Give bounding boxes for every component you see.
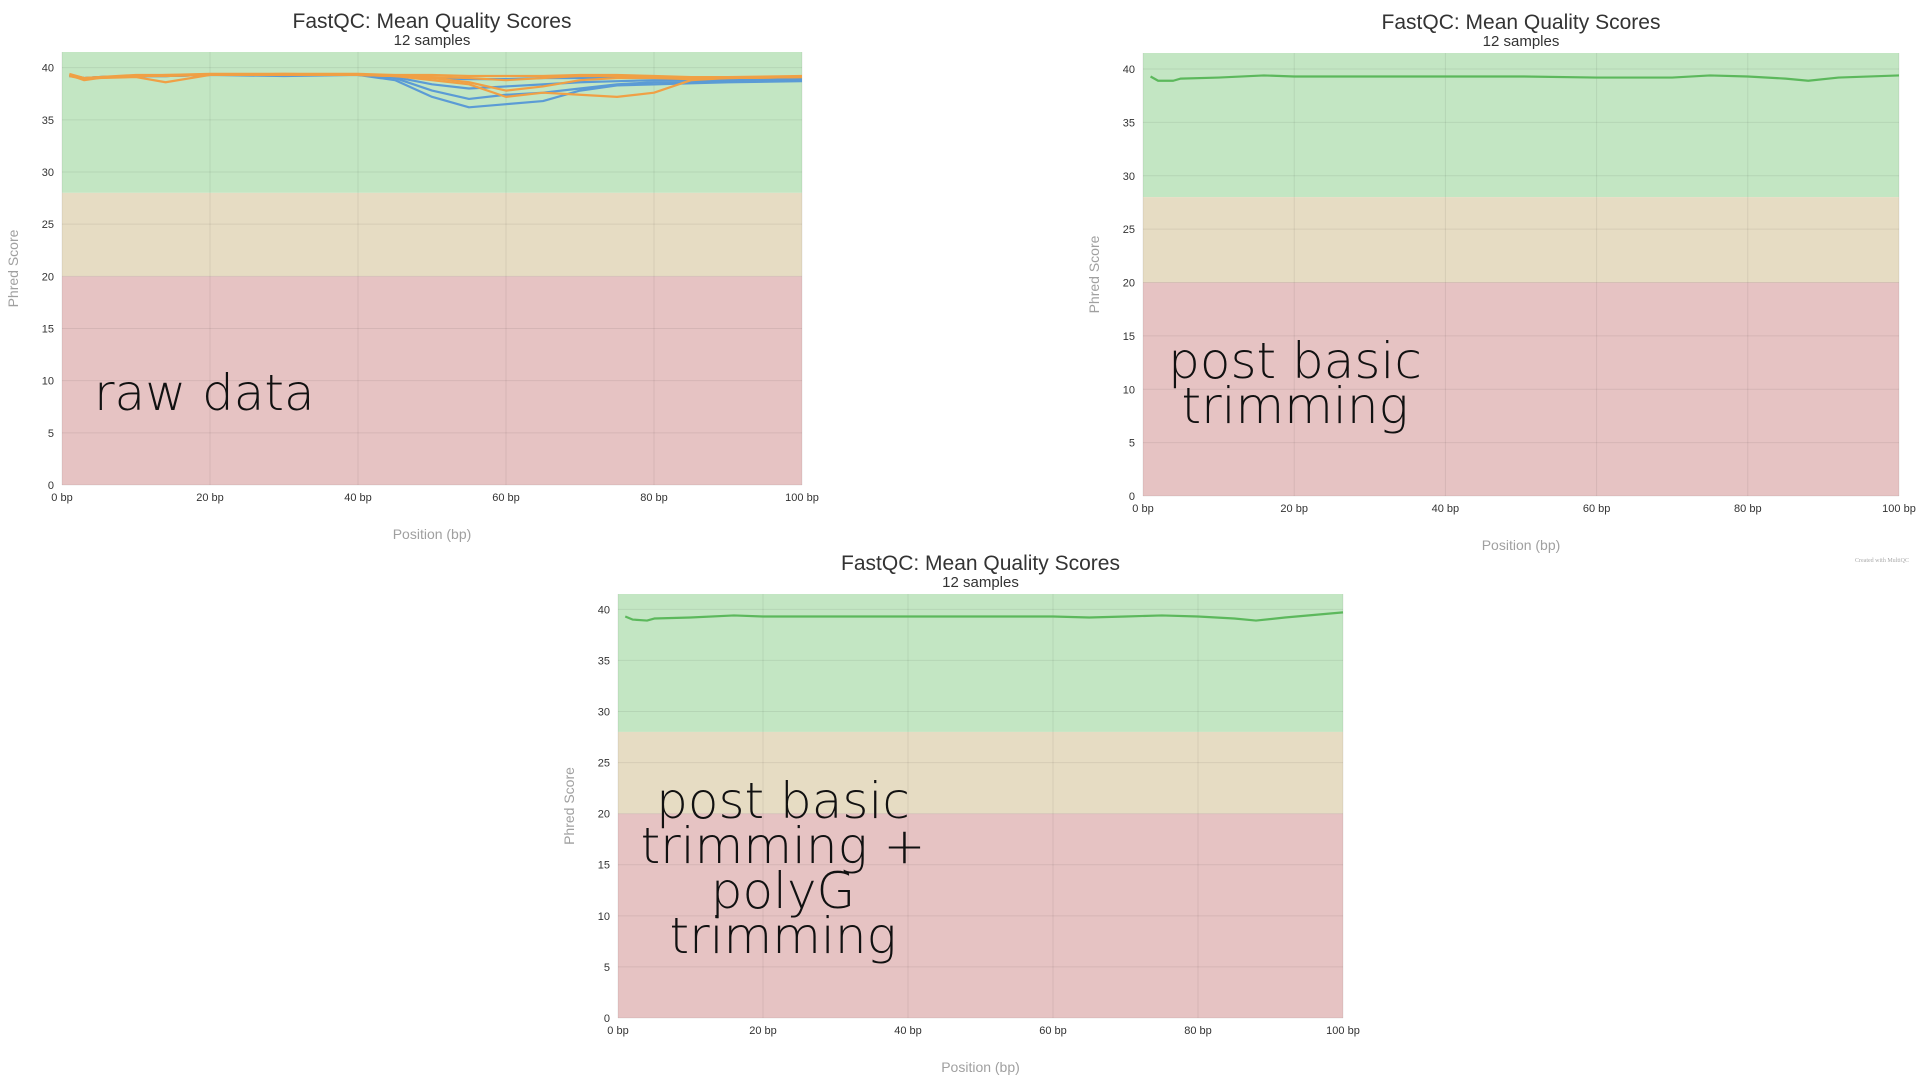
y-tick-label: 0 — [48, 480, 54, 492]
y-tick-label: 35 — [1123, 117, 1135, 129]
x-tick-label: 80 bp — [1184, 1025, 1212, 1037]
y-axis-label: Phred Score — [1086, 235, 1102, 313]
chart-subtitle: 12 samples — [394, 32, 471, 49]
x-tick-label: 40 bp — [1432, 503, 1460, 515]
y-tick-label: 10 — [42, 376, 54, 388]
annotation: post basic — [656, 772, 910, 830]
y-tick-label: 10 — [598, 911, 610, 923]
chart-title: FastQC: Mean Quality Scores — [1382, 11, 1661, 34]
annotation: trimming — [1181, 377, 1408, 435]
x-tick-label: 100 bp — [785, 492, 819, 504]
y-tick-label: 30 — [42, 167, 54, 179]
y-tick-label: 5 — [604, 962, 610, 974]
y-tick-label: 0 — [604, 1013, 610, 1025]
y-tick-label: 40 — [42, 63, 54, 75]
x-axis-label: Position (bp) — [393, 526, 472, 542]
x-tick-label: 100 bp — [1326, 1025, 1360, 1037]
y-tick-label: 20 — [42, 271, 54, 283]
y-tick-label: 40 — [598, 604, 610, 616]
x-tick-label: 60 bp — [492, 492, 520, 504]
series-line — [69, 72, 803, 80]
y-tick-label: 35 — [42, 115, 54, 127]
y-tick-label: 15 — [1123, 331, 1135, 343]
x-tick-label: 80 bp — [1734, 503, 1762, 515]
annotation: trimming — [669, 907, 896, 965]
y-tick-label: 15 — [42, 323, 54, 335]
x-tick-label: 40 bp — [894, 1025, 922, 1037]
chart-subtitle: 12 samples — [1483, 33, 1560, 50]
y-tick-label: 0 — [1129, 491, 1135, 503]
annotation: raw data — [94, 364, 315, 422]
annotation: post basic — [1168, 332, 1422, 390]
quality-band — [1143, 282, 1899, 496]
x-tick-label: 80 bp — [640, 492, 668, 504]
series-line — [624, 611, 1344, 622]
quality-band — [62, 276, 802, 485]
y-tick-label: 30 — [1123, 171, 1135, 183]
credit: Created with MultiQC — [1855, 558, 1909, 564]
y-axis-label: Phred Score — [561, 767, 577, 845]
y-tick-label: 20 — [1123, 278, 1135, 290]
annotation: trimming + — [641, 817, 926, 875]
y-tick-label: 25 — [1123, 224, 1135, 236]
y-tick-label: 25 — [598, 758, 610, 770]
x-tick-label: 20 bp — [749, 1025, 777, 1037]
quality-band — [618, 731, 1343, 814]
y-tick-label: 25 — [42, 219, 54, 231]
y-tick-label: 15 — [598, 860, 610, 872]
chart-title: FastQC: Mean Quality Scores — [293, 10, 572, 33]
y-tick-label: 5 — [1129, 438, 1135, 450]
chart-title: FastQC: Mean Quality Scores — [841, 552, 1120, 575]
series-line — [1150, 74, 1900, 82]
y-tick-label: 10 — [1123, 384, 1135, 396]
x-axis-label: Position (bp) — [1482, 537, 1561, 553]
x-tick-label: 20 bp — [1280, 503, 1308, 515]
y-tick-label: 40 — [1123, 64, 1135, 76]
x-tick-label: 0 bp — [51, 492, 72, 504]
x-tick-label: 40 bp — [344, 492, 372, 504]
quality-band — [62, 192, 802, 277]
annotation: polyG — [711, 862, 856, 920]
x-tick-label: 20 bp — [196, 492, 224, 504]
y-axis-label: Phred Score — [5, 229, 21, 307]
quality-band — [1143, 197, 1899, 283]
chart-subtitle: 12 samples — [942, 574, 1019, 591]
x-axis-label: Position (bp) — [941, 1059, 1020, 1075]
x-tick-label: 100 bp — [1882, 503, 1916, 515]
y-tick-label: 5 — [48, 428, 54, 440]
x-tick-label: 60 bp — [1583, 503, 1611, 515]
y-tick-label: 30 — [598, 706, 610, 718]
y-tick-label: 20 — [598, 809, 610, 821]
y-tick-label: 35 — [598, 655, 610, 667]
x-tick-label: 60 bp — [1039, 1025, 1067, 1037]
x-tick-label: 0 bp — [1132, 503, 1153, 515]
quality-band — [618, 813, 1343, 1018]
x-tick-label: 0 bp — [607, 1025, 628, 1037]
